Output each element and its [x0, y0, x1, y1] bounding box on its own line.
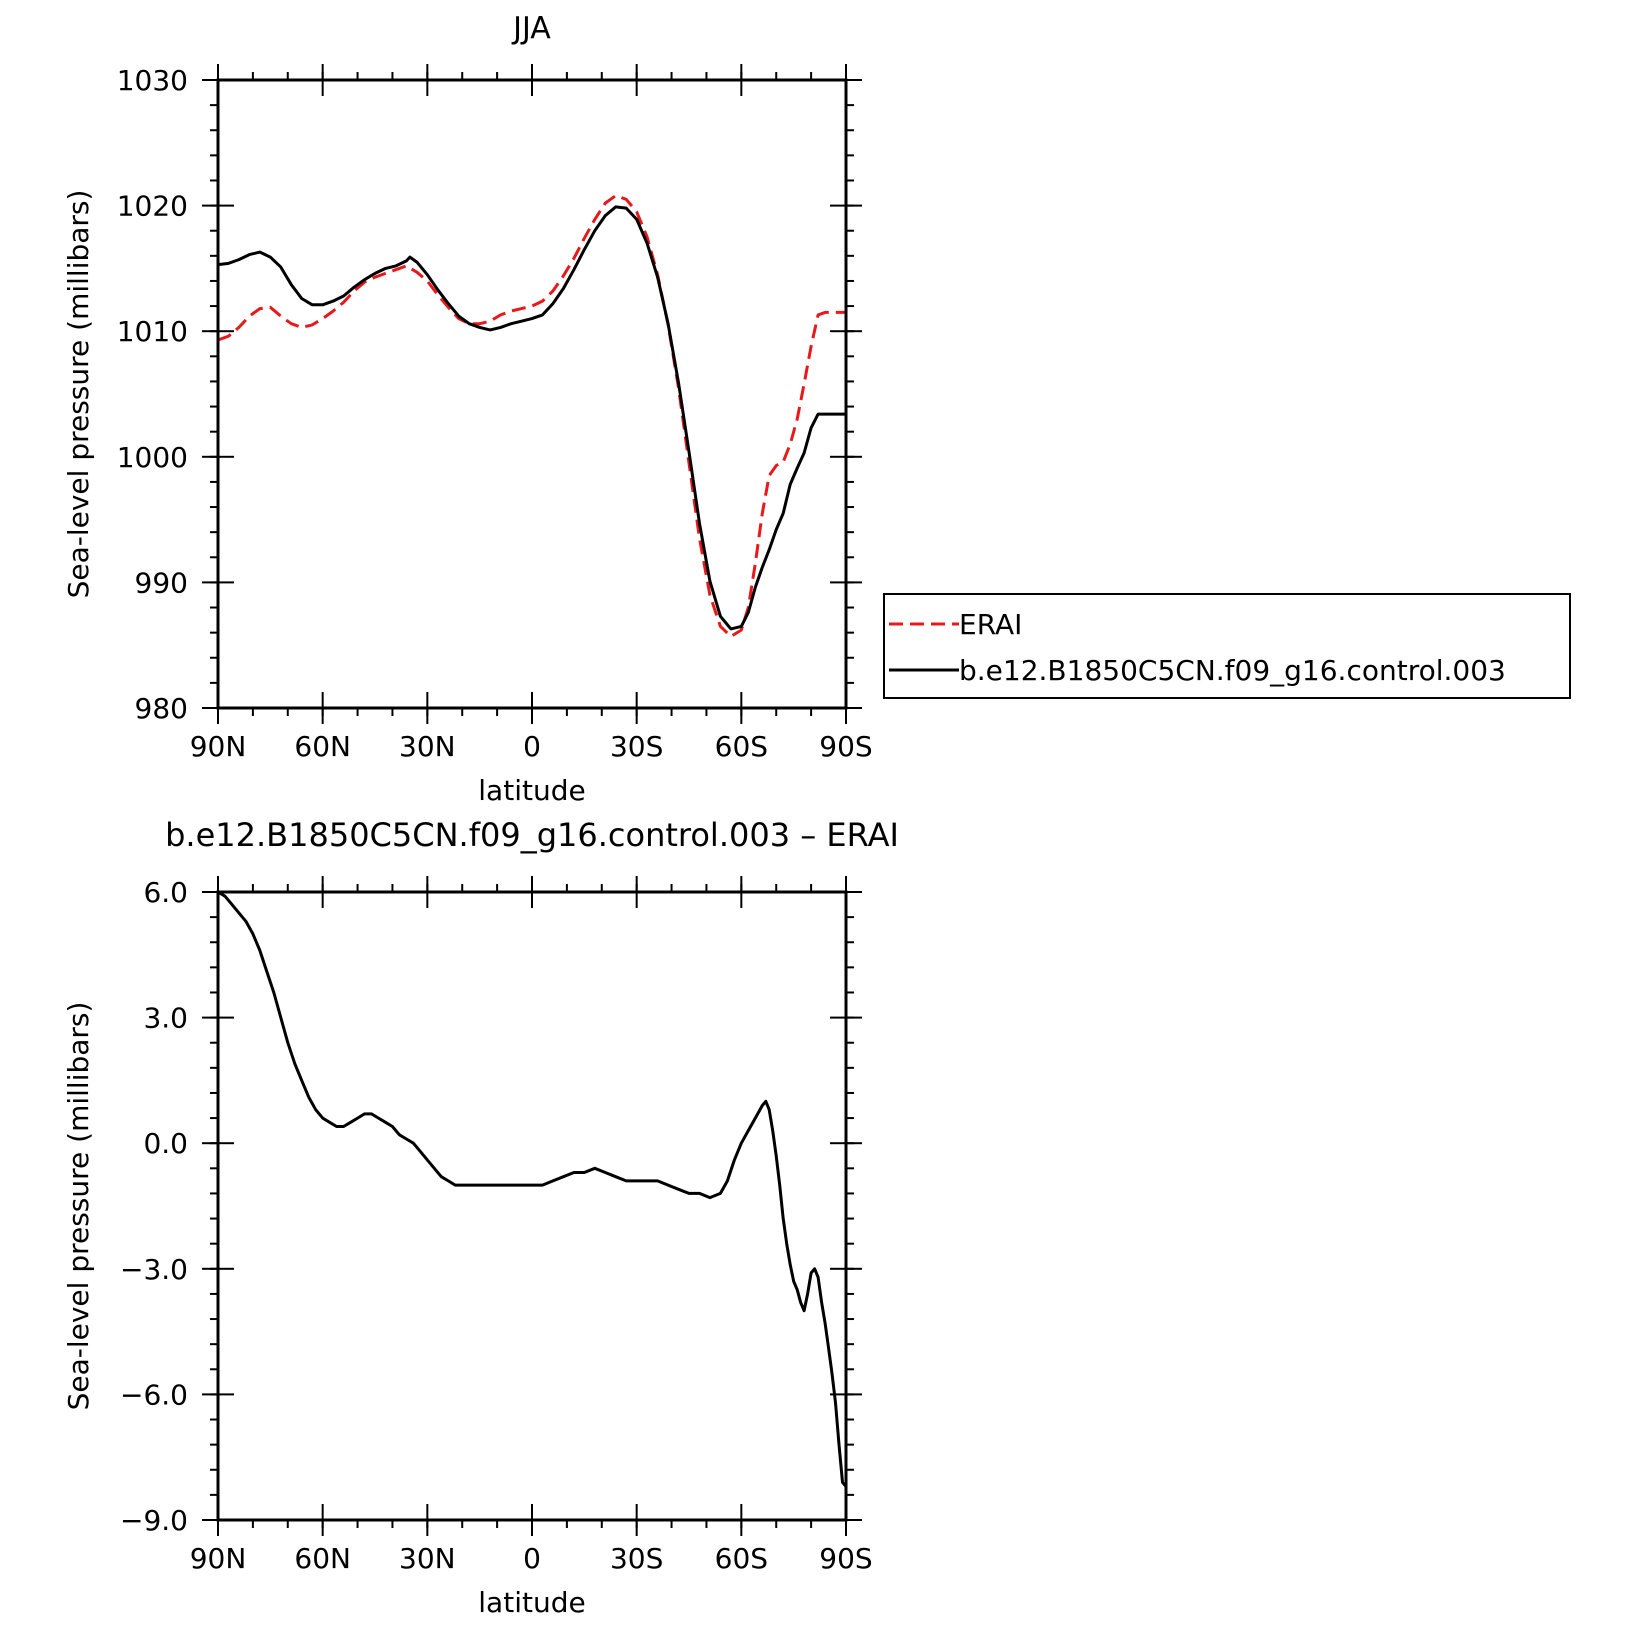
legend-box: [883, 593, 1571, 699]
chart-panel-2: b.e12.B1850C5CN.f09_g16.control.003 – ER…: [62, 816, 899, 1619]
series-line-1: [217, 890, 848, 1488]
legend-label: ERAI: [959, 608, 1022, 641]
chart-title: b.e12.B1850C5CN.f09_g16.control.003 – ER…: [165, 816, 899, 854]
y-tick-label: −6.0: [120, 1378, 188, 1411]
y-tick-label: −9.0: [120, 1504, 188, 1537]
x-tick-label: 60N: [294, 730, 351, 763]
y-tick-label: 1000: [117, 441, 188, 474]
plot-frame: [216, 890, 848, 1522]
x-tick-label: 30N: [399, 1542, 456, 1575]
y-axis-label: Sea-level pressure (millibars): [62, 190, 95, 599]
y-tick-label: 0.0: [143, 1127, 188, 1160]
y-tick-label: 6.0: [143, 876, 188, 909]
series-line-1: [217, 194, 846, 638]
x-tick-label: 90N: [190, 730, 247, 763]
x-tick-label: 60S: [715, 730, 768, 763]
x-axis-label: latitude: [478, 1586, 585, 1619]
x-tick-label: 90N: [190, 1542, 247, 1575]
x-tick-label: 0: [523, 1542, 541, 1575]
y-tick-label: −3.0: [120, 1253, 188, 1286]
y-axis-label: Sea-level pressure (millibars): [62, 1002, 95, 1411]
series-line-2: [217, 205, 846, 631]
x-axis-label: latitude: [478, 774, 585, 807]
y-tick-label: 3.0: [143, 1002, 188, 1035]
legend: ERAI b.e12.B1850C5CN.f09_g16.control.003: [883, 593, 1571, 699]
x-tick-label: 90S: [819, 1542, 872, 1575]
chart-title: JJA: [511, 11, 551, 46]
x-tick-label: 60N: [294, 1542, 351, 1575]
y-tick-label: 990: [135, 566, 188, 599]
x-tick-label: 30N: [399, 730, 456, 763]
x-tick-label: 0: [523, 730, 541, 763]
y-tick-label: 1030: [117, 64, 188, 97]
legend-label: b.e12.B1850C5CN.f09_g16.control.003: [959, 654, 1506, 687]
y-tick-label: 980: [135, 692, 188, 725]
x-tick-label: 60S: [715, 1542, 768, 1575]
plot-frame: [216, 78, 848, 710]
x-tick-label: 30S: [610, 730, 663, 763]
x-tick-label: 30S: [610, 1542, 663, 1575]
chart-panel-1: JJA 90N 60N 30N 0 30S 60S 90S 980 990 1000 1010 1020…: [62, 11, 1571, 807]
y-tick-label: 1020: [117, 190, 188, 223]
y-tick-label: 1010: [117, 315, 188, 348]
x-tick-label: 90S: [819, 730, 872, 763]
